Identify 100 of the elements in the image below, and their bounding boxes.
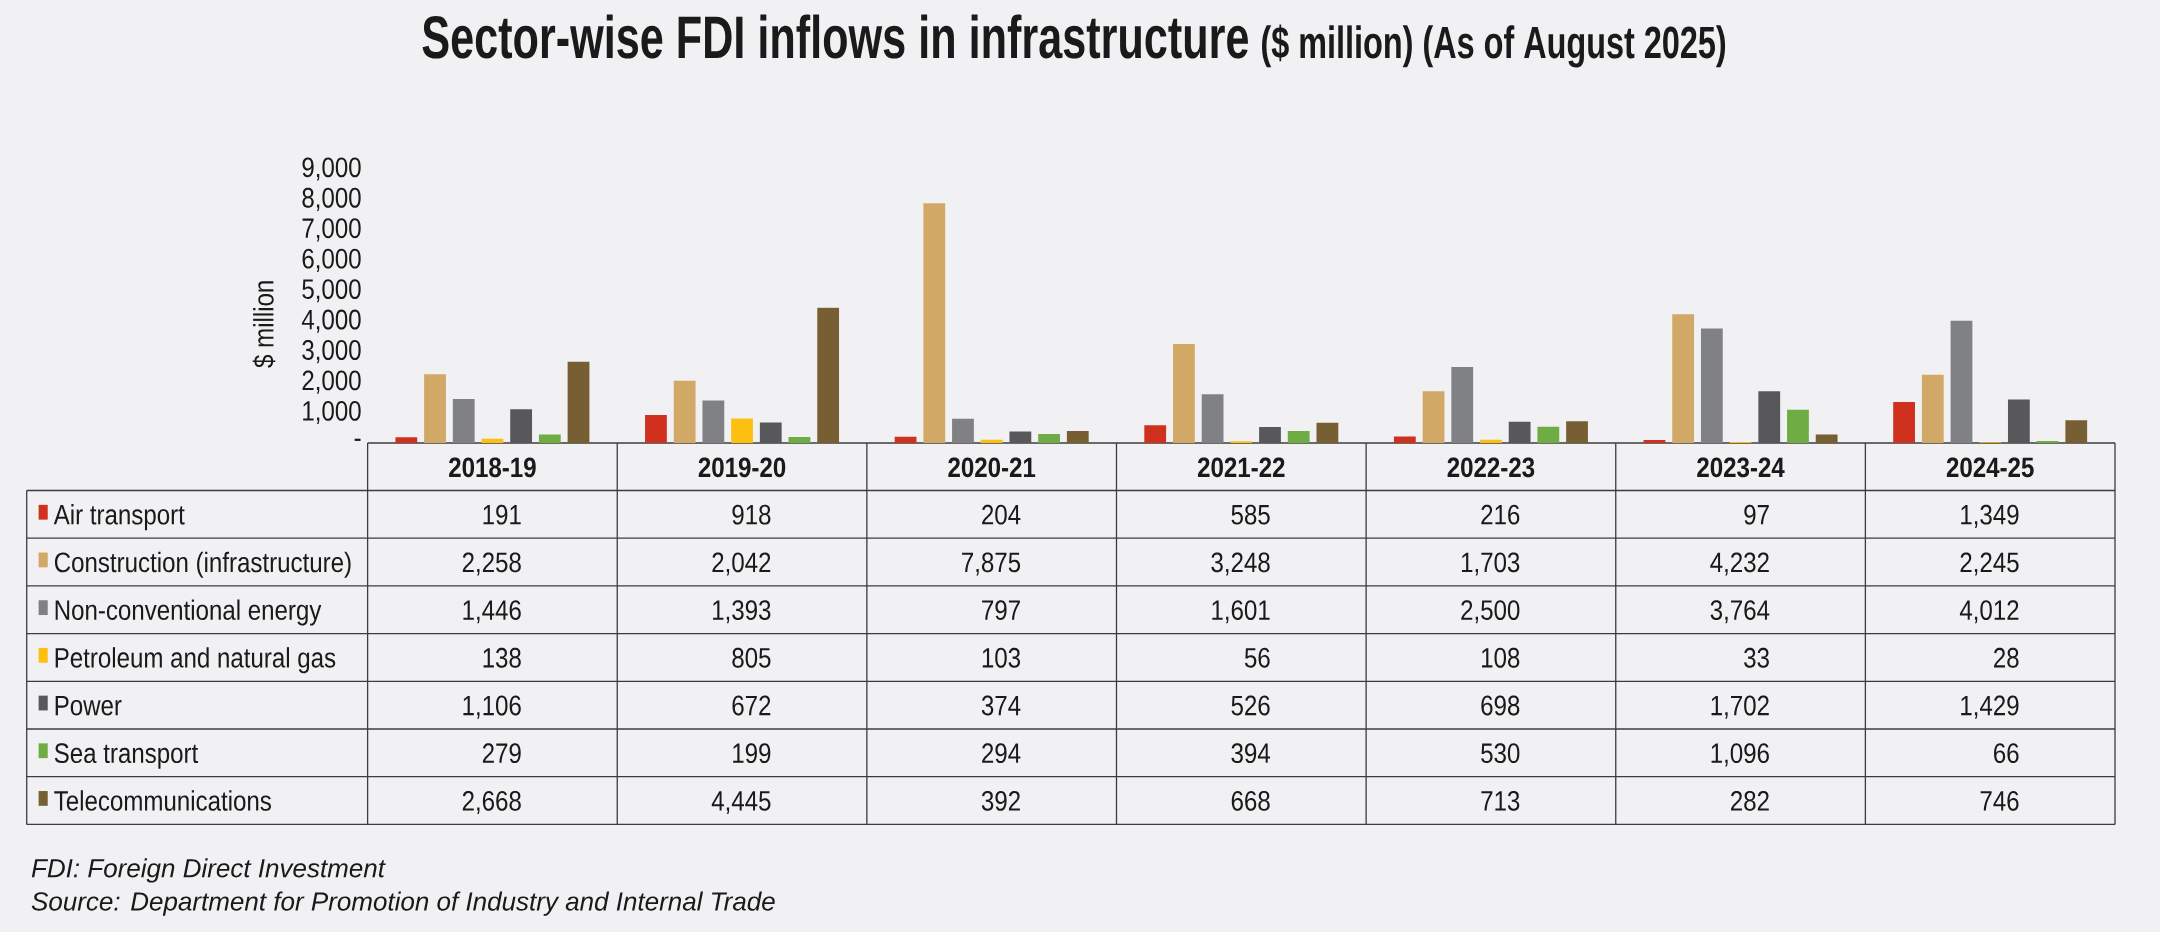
data-label: 526 xyxy=(1231,695,1270,716)
bar xyxy=(2065,420,2088,443)
bar xyxy=(1201,394,1224,443)
y-tick-label: 1,000 xyxy=(303,400,361,425)
y-axis-title: $ million xyxy=(252,281,276,368)
data-label: 4,445 xyxy=(711,791,771,815)
x-tick-label: 2021-22 xyxy=(1197,457,1285,478)
data-label: 918 xyxy=(732,504,771,525)
text: FDI: Foreign Direct Investment xyxy=(31,858,386,883)
bar xyxy=(1537,426,1560,443)
bar xyxy=(702,400,725,443)
chart-title: Sector-wise FDI inflows in infrastructure xyxy=(422,14,1248,59)
bar xyxy=(1173,344,1195,443)
bar xyxy=(1758,391,1781,443)
y-tick-label: 9,000 xyxy=(302,157,361,181)
bar xyxy=(1287,430,1310,443)
data-label: 746 xyxy=(1980,790,2019,811)
bar xyxy=(1508,421,1531,443)
data-label: 3,248 xyxy=(1211,552,1270,576)
data-label: 698 xyxy=(1481,695,1520,716)
bar xyxy=(538,434,561,443)
data-label: 4,012 xyxy=(1959,600,2019,624)
bar xyxy=(1643,440,1666,443)
bar xyxy=(2007,399,2030,443)
legend-label: Non-conventional energy xyxy=(55,599,322,626)
data-label: 672 xyxy=(732,695,771,716)
data-label: 2,042 xyxy=(712,552,771,576)
bar xyxy=(1316,422,1339,443)
bar xyxy=(481,438,504,443)
data-label: 2,668 xyxy=(462,790,521,815)
data-label: 585 xyxy=(1231,504,1270,525)
chart-subtitle: ($ million) (As of August 2025) xyxy=(1262,24,1726,68)
x-tick-label: 2018-19 xyxy=(449,457,536,478)
data-label: 97 xyxy=(1744,504,1769,525)
x-tick-label: 2024-25 xyxy=(1946,457,2034,478)
data-label: 1,601 xyxy=(1212,600,1270,624)
x-tick-label: 2019-20 xyxy=(698,457,786,478)
bar xyxy=(1672,314,1695,443)
bar xyxy=(395,437,418,443)
data-label: 1,446 xyxy=(463,600,521,624)
bar xyxy=(2036,440,2059,443)
bar xyxy=(1451,366,1474,443)
bar xyxy=(424,374,446,443)
y-tick-label: - xyxy=(354,438,361,441)
bar xyxy=(1393,436,1416,443)
data-label: 294 xyxy=(982,743,1021,764)
data-label: 2,245 xyxy=(1960,552,2019,576)
bar xyxy=(788,436,811,443)
bar xyxy=(1815,434,1838,443)
data-label: 1,349 xyxy=(1961,504,2019,528)
x-tick-label: 2020-21 xyxy=(948,457,1036,478)
data-label: 3,764 xyxy=(1710,600,1770,624)
bar xyxy=(1066,431,1089,443)
data-label: 392 xyxy=(981,790,1020,811)
bar xyxy=(1950,320,1973,443)
data-label: 138 xyxy=(483,647,521,668)
data-label: 33 xyxy=(1744,647,1769,668)
legend-label: Petroleum and natural gas xyxy=(55,647,336,674)
bar xyxy=(952,418,974,443)
data-label: 1,096 xyxy=(1711,743,1769,767)
x-tick-label: 2022-23 xyxy=(1447,457,1535,478)
bar xyxy=(894,436,917,443)
data-label: 56 xyxy=(1244,647,1270,668)
bar xyxy=(731,418,753,443)
legend-label: Sea transport xyxy=(54,743,199,769)
y-tick-label: 2,000 xyxy=(302,370,361,394)
bar xyxy=(923,203,946,443)
data-label: 216 xyxy=(1481,504,1520,525)
legend-label: Construction (infrastructure) xyxy=(54,551,351,578)
data-label: 282 xyxy=(1731,790,1769,811)
bar xyxy=(1009,431,1032,443)
data-label: 530 xyxy=(1481,743,1520,764)
bar xyxy=(673,380,696,443)
bar xyxy=(759,422,782,443)
bar xyxy=(1038,434,1060,443)
legend-label: Telecommunications xyxy=(54,790,271,811)
data-label: 7,875 xyxy=(962,552,1021,576)
bar xyxy=(452,398,475,443)
bar xyxy=(1700,328,1723,443)
data-label: 394 xyxy=(1231,743,1271,764)
data-label: 2,258 xyxy=(462,552,521,576)
data-label: 374 xyxy=(981,695,1021,716)
legend-label: Power xyxy=(55,695,122,716)
data-label: 204 xyxy=(982,504,1021,525)
data-label: 1,703 xyxy=(1461,552,1520,576)
data-label: 199 xyxy=(733,743,771,764)
bar xyxy=(1422,391,1445,443)
data-label: 4,232 xyxy=(1710,552,1769,576)
data-label: 1,702 xyxy=(1711,695,1769,719)
bar xyxy=(1144,425,1167,443)
legend-label: Air transport xyxy=(53,504,185,531)
y-tick-label: 3,000 xyxy=(302,340,361,364)
data-label: 1,393 xyxy=(713,600,771,624)
y-tick-label: 8,000 xyxy=(302,187,361,211)
data-label: 805 xyxy=(732,647,771,668)
data-label: 668 xyxy=(1231,790,1270,811)
bar xyxy=(1921,374,1944,443)
bar xyxy=(1566,421,1588,443)
data-label: 797 xyxy=(982,600,1020,621)
x-tick-label: 2023-24 xyxy=(1697,457,1785,478)
